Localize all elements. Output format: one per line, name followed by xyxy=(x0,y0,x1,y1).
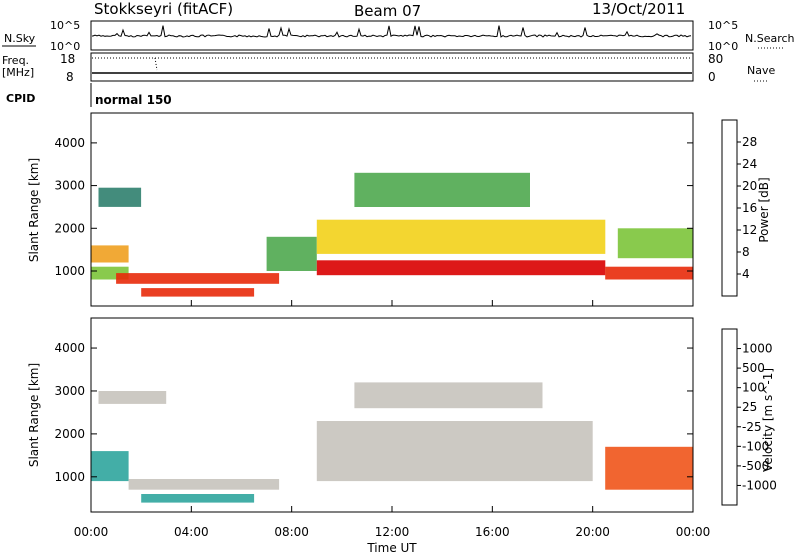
time-tick-label-2: 08:00 xyxy=(274,525,309,539)
velocity-colorbar-tick-label-2: -100 xyxy=(742,439,769,453)
power-band-3 xyxy=(141,288,255,297)
time-axis-label: Time UT xyxy=(366,541,417,554)
power-band-8 xyxy=(354,172,530,207)
velocity-cells xyxy=(91,382,693,503)
power-ytick-label-3: 4000 xyxy=(54,136,85,150)
velocity-ytick-label-1: 2000 xyxy=(54,427,85,441)
velocity-colorbar-tick-label-1: -500 xyxy=(742,459,769,473)
velocity-ylabel: Slant Range [km] xyxy=(27,363,41,467)
time-tick-label-0: 00:00 xyxy=(74,525,109,539)
nsearch-exp-hi: 10^5 xyxy=(708,19,738,32)
nsky-frame xyxy=(90,20,694,51)
power-ytick-label-1: 2000 xyxy=(54,221,85,235)
velocity-ytick-label-2: 3000 xyxy=(54,384,85,398)
nsearch-exp-lo: 10^0 xyxy=(708,40,738,53)
velocity-colorbar-tick-label-4: 25 xyxy=(742,400,757,414)
nave-tick-80: 80 xyxy=(708,52,723,66)
power-band-6 xyxy=(316,260,606,276)
velocity-colorbar-tick-label-6: 500 xyxy=(742,361,765,375)
velocity-colorbar-tick-label-3: -25 xyxy=(742,420,762,434)
velocity-yticks: 1000 2000 3000 4000 xyxy=(54,341,693,484)
velocity-band-1 xyxy=(128,479,280,490)
power-ytick-label-2: 3000 xyxy=(54,179,85,193)
time-tick-label-6: 00:00 xyxy=(676,525,711,539)
power-colorbar-tick-label-4: 20 xyxy=(742,179,757,193)
power-cells xyxy=(91,172,694,297)
velocity-colorbar-label: Velocity [m s^-1] xyxy=(761,368,775,472)
power-colorbar-tick-label-5: 24 xyxy=(742,157,757,171)
velocity-colorbar-tick-label-7: 1000 xyxy=(742,342,773,356)
power-band-2 xyxy=(116,273,280,284)
freq-tick-18: 18 xyxy=(60,52,75,66)
velocity-band-3 xyxy=(98,391,167,404)
velocity-ytick-label-3: 4000 xyxy=(54,341,85,355)
power-band-9 xyxy=(605,266,693,280)
power-band-5 xyxy=(266,236,317,271)
freq-tick-8: 8 xyxy=(66,70,74,84)
nsky-panel: N.Sky 10^5 10^0 10^5 10^0 N.Search xyxy=(2,19,795,53)
nsky-label: N.Sky xyxy=(4,32,36,45)
power-band-4 xyxy=(98,187,142,207)
power-colorbar-tick-label-3: 16 xyxy=(742,201,757,215)
velocity-colorbar-tick-label-5: 100 xyxy=(742,381,765,395)
power-panel: 1000 2000 3000 4000 Slant Range [km] 4 8 12 16… xyxy=(27,112,771,307)
velocity-band-5 xyxy=(354,382,543,409)
power-colorbar-tick-label-2: 12 xyxy=(742,223,757,237)
nsky-trace xyxy=(92,25,692,38)
power-colorbar: 4 8 12 16 20 24 28 xyxy=(721,119,757,297)
velocity-band-6 xyxy=(605,446,693,490)
time-axis: 00:00 04:00 08:00 12:00 16:00 20:00 00:00 xyxy=(74,300,711,539)
freq-spike xyxy=(154,57,158,71)
velocity-band-0 xyxy=(91,451,129,482)
velocity-band-4 xyxy=(316,421,593,482)
time-tick-label-1: 04:00 xyxy=(174,525,209,539)
nsky-exp-lo: 10^0 xyxy=(50,40,80,53)
power-colorbar-tick-label-0: 4 xyxy=(742,267,750,281)
power-band-7 xyxy=(316,219,606,254)
power-ylabel: Slant Range [km] xyxy=(27,158,41,262)
freq-unit-label: [MHz] xyxy=(2,66,34,79)
cpid-label: CPID xyxy=(6,92,35,105)
power-band-0 xyxy=(91,245,129,263)
freq-label: Freq. xyxy=(2,54,29,67)
freq-frame xyxy=(90,52,694,82)
nave-label: Nave xyxy=(747,64,775,77)
power-colorbar-label: Power [dB] xyxy=(757,177,771,242)
nsearch-label: N.Search xyxy=(745,32,795,45)
freq-panel: Freq. [MHz] 18 8 80 0 Nave xyxy=(2,52,775,84)
velocity-band-2 xyxy=(141,494,255,503)
time-tick-label-5: 20:00 xyxy=(575,525,610,539)
velocity-colorbar: -1000 -500 -100 -25 25 100 500 1000 xyxy=(721,328,777,506)
power-band-10 xyxy=(617,228,694,259)
power-ytick-label-0: 1000 xyxy=(54,264,85,278)
nave-tick-0: 0 xyxy=(708,70,716,84)
nsky-exp-hi: 10^5 xyxy=(50,19,80,32)
power-colorbar-tick-label-6: 28 xyxy=(742,135,757,149)
beam-label: Beam 07 xyxy=(354,2,421,20)
time-tick-label-3: 12:00 xyxy=(375,525,410,539)
cpid-value: normal 150 xyxy=(95,93,172,107)
velocity-colorbar-tick-label-0: -1000 xyxy=(742,478,777,492)
velocity-ytick-label-0: 1000 xyxy=(54,470,85,484)
time-tick-label-4: 16:00 xyxy=(475,525,510,539)
power-colorbar-frame xyxy=(721,119,738,297)
date-label: 13/Oct/2011 xyxy=(592,0,685,18)
power-yticks: 1000 2000 3000 4000 xyxy=(54,136,693,278)
station-title: Stokkseyri (fitACF) xyxy=(94,0,233,18)
velocity-colorbar-frame xyxy=(721,328,738,506)
power-colorbar-tick-label-1: 8 xyxy=(742,245,750,259)
